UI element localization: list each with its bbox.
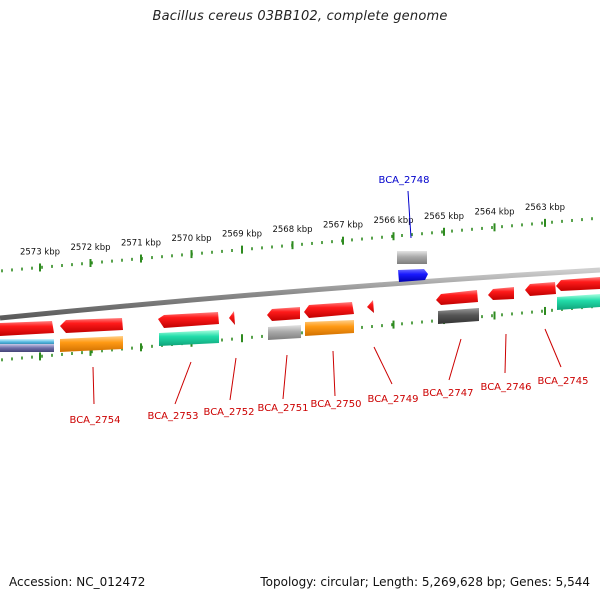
gene-label[interactable]: BCA_2747	[423, 388, 474, 399]
gene-bca-2749b-arrow[interactable]	[367, 300, 374, 313]
label-leader-line	[174, 361, 192, 405]
gene-label[interactable]: BCA_2746	[481, 382, 532, 393]
gene-bca-2752-arrow[interactable]	[158, 312, 219, 328]
gene-label[interactable]: BCA_2751	[258, 403, 309, 414]
kbp-labels: 2573 kbp 2572 kbp 2571 kbp 2570 kbp 2569 kbp…	[20, 203, 565, 258]
gene-label[interactable]: BCA_2750	[311, 399, 362, 410]
gene-label[interactable]: BCA_2748	[379, 175, 430, 186]
label-leader-line	[407, 190, 412, 239]
gene-bca-2745-arrow[interactable]	[525, 282, 556, 296]
gene-bca-2746-arrow[interactable]	[488, 287, 514, 300]
label-leader-line	[229, 357, 237, 401]
gene-labels: BCA_2754 BCA_2753 BCA_2752 BCA_2751 BCA_2750…	[70, 175, 589, 426]
kbp-label: 2571 kbp	[121, 239, 161, 249]
gene-label[interactable]: BCA_2752	[204, 407, 255, 418]
track-dgray-2747	[438, 308, 479, 324]
gene-bca-2748-arrow[interactable]	[398, 269, 428, 282]
label-leader-line	[544, 328, 562, 368]
genome-backbone	[0, 267, 600, 321]
track-teal-2745	[557, 294, 600, 310]
forward-strand-features	[398, 269, 428, 282]
gene-label[interactable]: BCA_2749	[368, 394, 419, 405]
page-title: Bacillus cereus 03BB102, complete genome	[152, 9, 448, 24]
kbp-label: 2563 kbp	[525, 203, 565, 213]
gene-label[interactable]: BCA_2753	[148, 411, 199, 422]
track-orange-2754	[60, 336, 123, 352]
kbp-label: 2565 kbp	[424, 212, 464, 222]
label-leader-line	[373, 346, 393, 385]
gene-bca-2750-arrow[interactable]	[267, 307, 300, 321]
gene-label[interactable]: BCA_2754	[70, 415, 121, 426]
gene-bca-2744-arrow[interactable]	[556, 277, 600, 291]
kbp-ruler-outer	[1, 217, 593, 273]
topology-footer: Topology: circular; Length: 5,269,628 bp…	[260, 575, 590, 589]
kbp-label: 2567 kbp	[323, 221, 363, 231]
reverse-strand-features	[0, 277, 600, 336]
label-leader-line	[332, 350, 336, 397]
kbp-label: 2568 kbp	[272, 225, 312, 235]
label-leader-line	[92, 366, 95, 405]
gene-bca-2753-arrow[interactable]	[60, 318, 123, 333]
track-orange-2750	[305, 320, 354, 336]
track-teal-2753	[159, 330, 219, 346]
track-gray-top	[397, 251, 427, 264]
gene-bca-2747-arrow[interactable]	[436, 290, 478, 305]
kbp-label: 2566 kbp	[373, 216, 413, 226]
kbp-label: 2569 kbp	[222, 230, 262, 240]
gene-bca-2754-arrow[interactable]	[0, 321, 54, 336]
label-leader-line	[448, 338, 462, 381]
track-cyan-left	[0, 339, 54, 345]
label-leader-line	[282, 354, 288, 400]
track-purple-left	[0, 344, 54, 352]
gene-label[interactable]: BCA_2745	[538, 376, 589, 387]
gene-bca-2749-arrow[interactable]	[304, 302, 354, 318]
annotation-tracks	[0, 251, 600, 352]
accession-footer: Accession: NC_012472	[9, 575, 146, 589]
label-leader-line	[504, 333, 507, 374]
kbp-label: 2573 kbp	[20, 247, 60, 257]
kbp-label: 2570 kbp	[171, 234, 211, 244]
track-gray-2751	[268, 325, 301, 340]
kbp-label: 2564 kbp	[474, 207, 514, 217]
kbp-label: 2572 kbp	[70, 243, 110, 253]
gene-bca-2751-arrow[interactable]	[229, 311, 235, 325]
